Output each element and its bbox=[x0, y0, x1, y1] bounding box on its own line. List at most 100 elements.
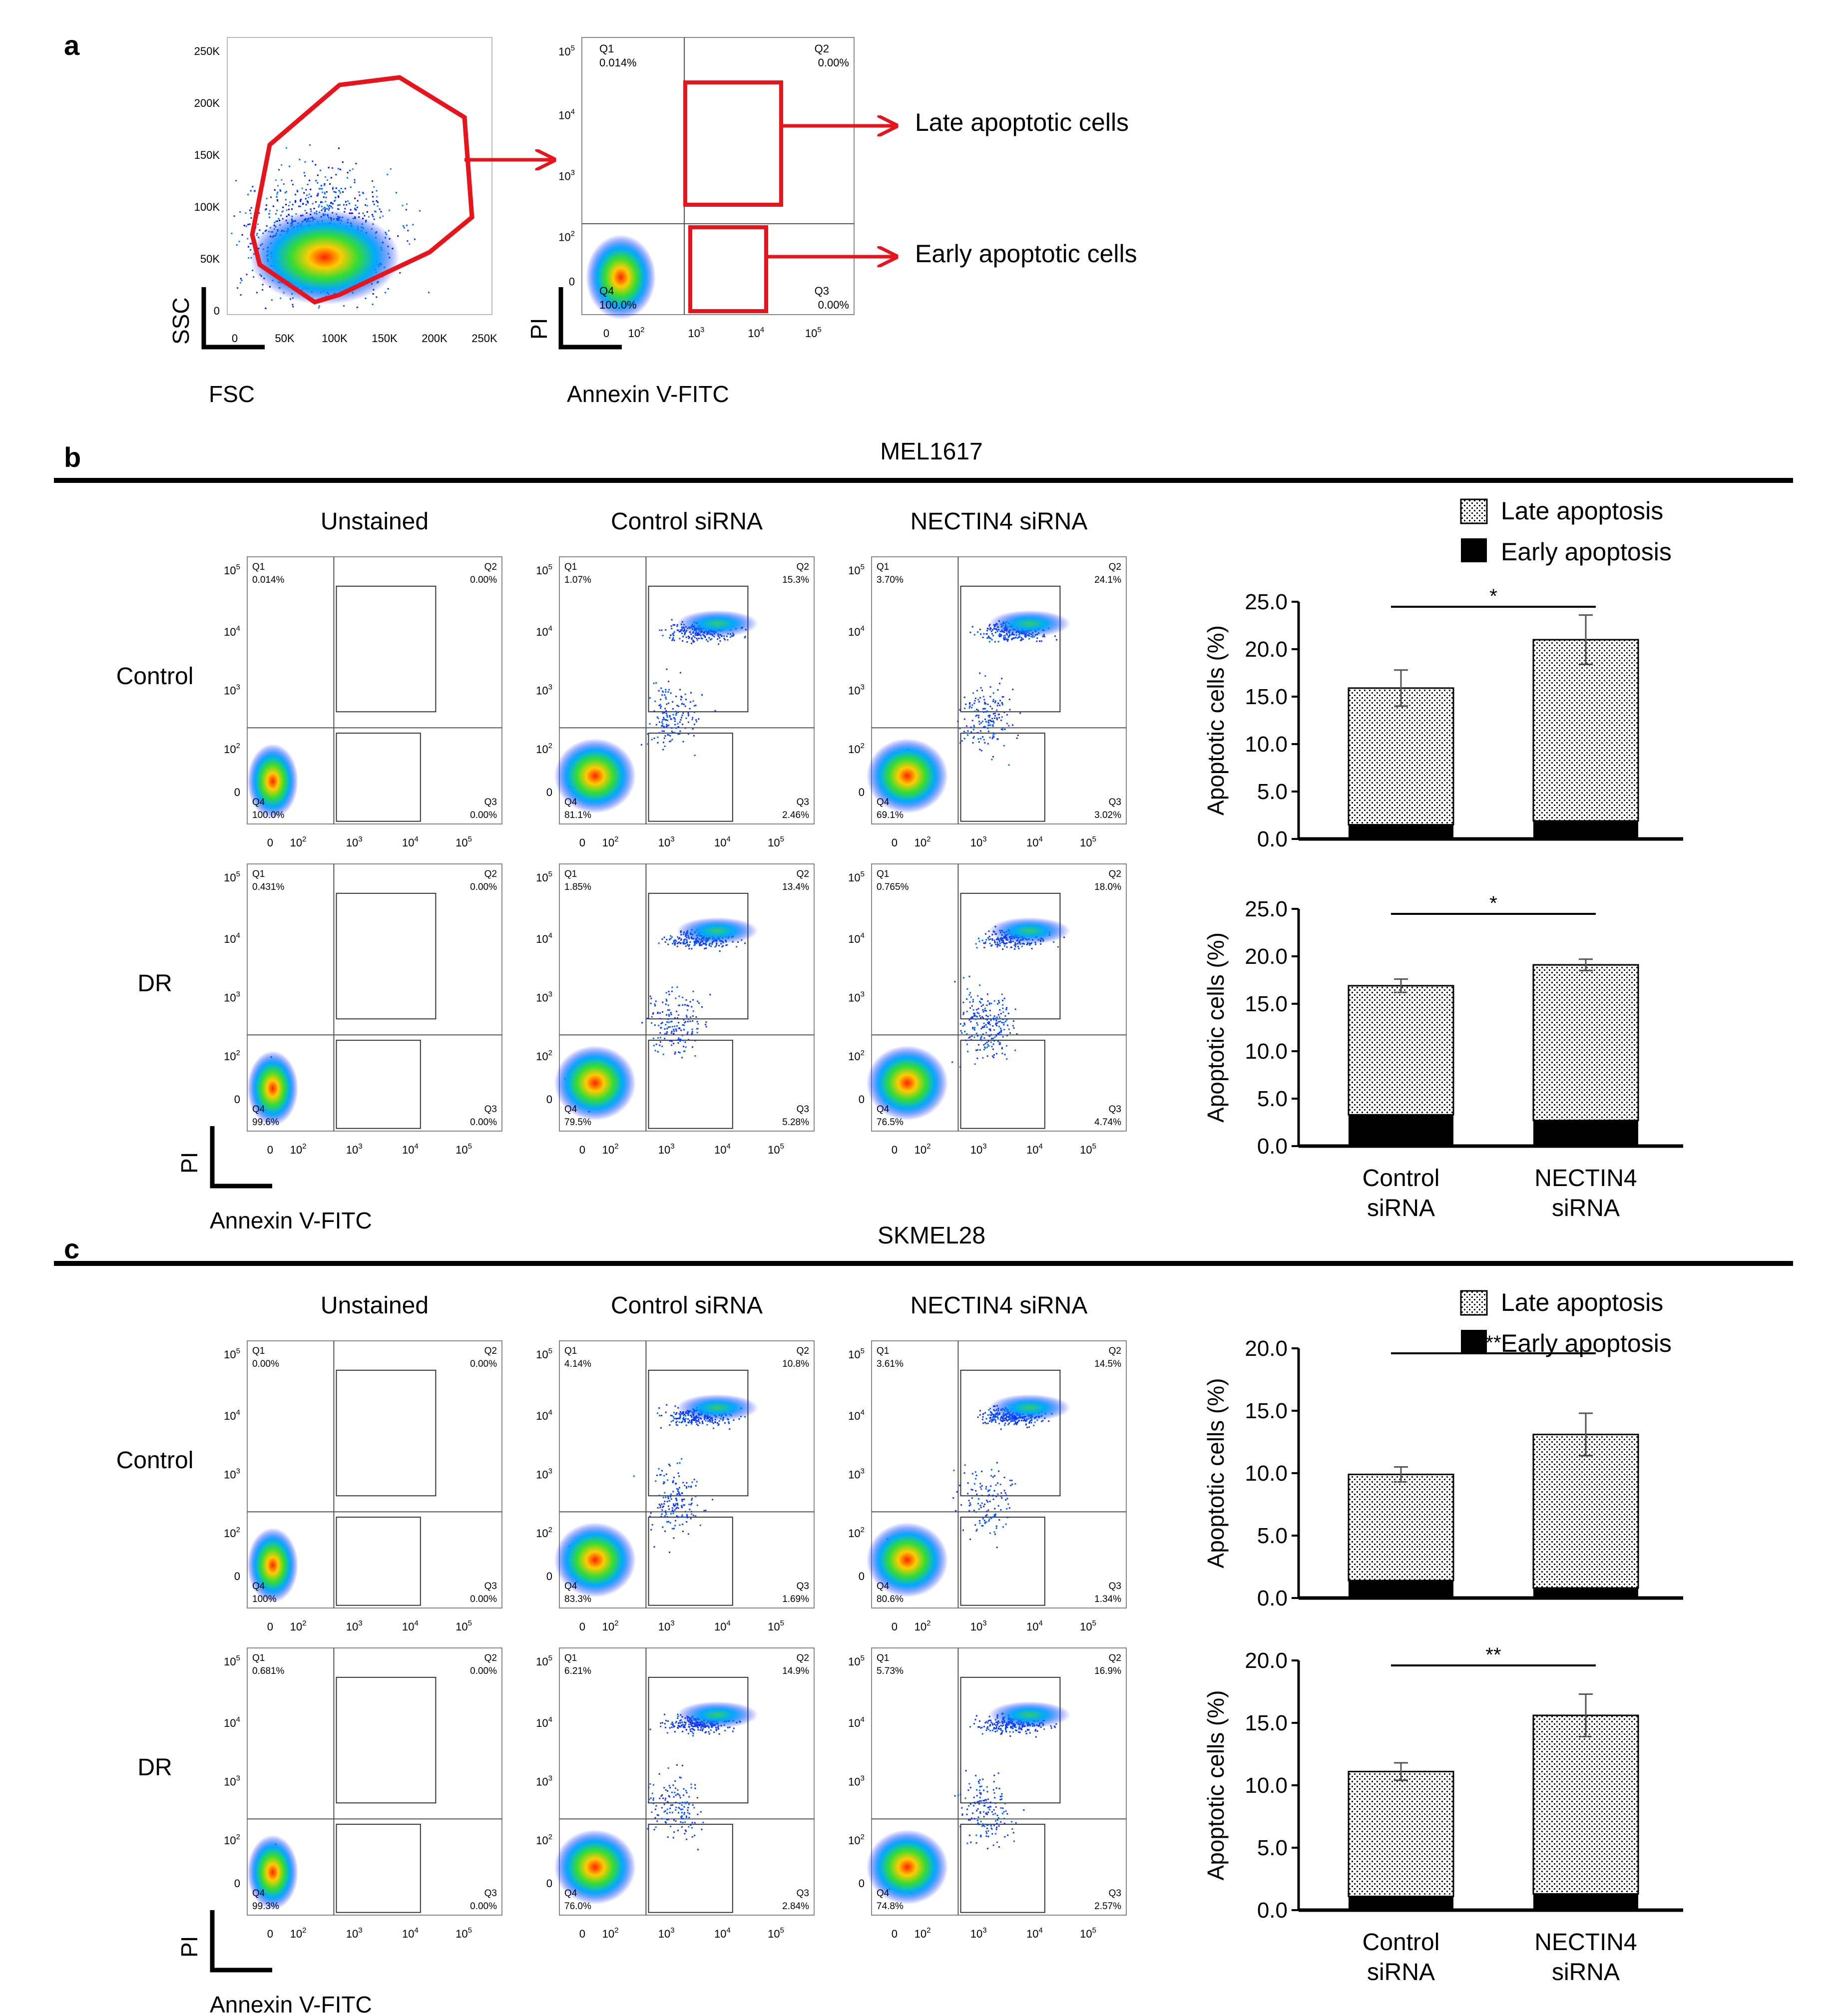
event-dot bbox=[274, 189, 276, 191]
fsc-tick: 0 bbox=[232, 332, 238, 345]
event-dot bbox=[318, 188, 320, 190]
event-dot bbox=[256, 292, 258, 294]
event-dot bbox=[285, 199, 287, 201]
bar-late-apoptosis bbox=[1348, 1771, 1454, 1897]
q1-value: 0.014% bbox=[252, 575, 285, 585]
event-dot bbox=[254, 190, 255, 192]
y-tick-label: 5.0 bbox=[1257, 780, 1288, 804]
event-dot bbox=[318, 206, 320, 208]
q2-gate bbox=[648, 1676, 749, 1804]
q3-gate bbox=[960, 1040, 1045, 1129]
q3-label: Q3 bbox=[797, 1581, 809, 1592]
pi-tick: 104 bbox=[224, 931, 240, 945]
q4-value: 76.5% bbox=[877, 1117, 904, 1128]
event-dot bbox=[372, 196, 374, 198]
annexin-tick: 0 bbox=[579, 836, 585, 849]
pi-tick: 105 bbox=[558, 44, 575, 58]
y-tick-label: 0.0 bbox=[1257, 1898, 1288, 1923]
annexin-tick: 105 bbox=[456, 1142, 472, 1156]
q1-label: Q1 bbox=[252, 1653, 265, 1663]
panel-c-label: c bbox=[64, 1233, 79, 1264]
flow-plot: Q1 0.681% Q2 0.00% Q3 0.00% Q4 99.3% 0 102 103 104 1… bbox=[224, 1647, 502, 1940]
annexin-tick: 103 bbox=[970, 1926, 987, 1940]
ssc-tick: 200K bbox=[194, 97, 220, 109]
event-dot bbox=[364, 215, 366, 217]
q2-value: 15.3% bbox=[782, 575, 809, 585]
category-label: NECTIN4 bbox=[1534, 1165, 1637, 1192]
event-dot bbox=[358, 212, 360, 214]
event-dot bbox=[243, 225, 245, 227]
bar-late-apoptosis bbox=[1348, 1474, 1454, 1582]
flow-plot: Q1 0.014% Q2 0.00% Q3 0.00% Q4 100.0% 0 102 103 104… bbox=[224, 556, 502, 849]
event-dot bbox=[292, 306, 294, 308]
q2-value: 16.9% bbox=[1094, 1666, 1121, 1676]
y-tick-label: 10.0 bbox=[1245, 1461, 1288, 1486]
q3-label: Q3 bbox=[1109, 1888, 1121, 1899]
pi-tick: 104 bbox=[224, 1408, 240, 1422]
q4-value: 83.3% bbox=[564, 1594, 591, 1605]
pi-tick: 102 bbox=[848, 742, 865, 756]
event-dot bbox=[276, 209, 278, 211]
event-dot bbox=[310, 195, 312, 197]
annexin-tick: 103 bbox=[688, 326, 704, 340]
event-dot bbox=[343, 305, 345, 307]
q2-label: Q2 bbox=[815, 42, 829, 55]
cell-density-cluster bbox=[554, 1522, 636, 1598]
event-dot bbox=[276, 199, 278, 201]
event-dot bbox=[325, 201, 327, 203]
q2-gate bbox=[336, 892, 437, 1020]
annexin-tick: 105 bbox=[768, 835, 784, 849]
q3-value: 2.46% bbox=[782, 810, 809, 820]
event-dot bbox=[334, 191, 336, 193]
annexin-tick: 102 bbox=[915, 1142, 931, 1156]
pi-tick: 105 bbox=[536, 563, 552, 577]
event-dot bbox=[269, 210, 271, 212]
pi-tick: 102 bbox=[536, 1049, 552, 1063]
event-dot bbox=[280, 297, 282, 299]
axis-bracket bbox=[210, 1126, 272, 1189]
q4-label: Q4 bbox=[564, 797, 577, 807]
q4-label: Q4 bbox=[877, 1888, 890, 1899]
event-dot bbox=[362, 191, 364, 193]
event-dot bbox=[339, 204, 341, 206]
event-dot bbox=[262, 284, 264, 286]
q1-value: 0.00% bbox=[252, 1359, 279, 1369]
pi-tick: 103 bbox=[536, 1774, 552, 1788]
bar-late-apoptosis bbox=[1532, 1714, 1639, 1895]
event-dot bbox=[309, 144, 311, 146]
event-dot bbox=[251, 243, 253, 245]
annexin-tick: 104 bbox=[402, 1619, 419, 1633]
annexin-tick: 102 bbox=[290, 835, 307, 849]
annexin-tick: 105 bbox=[1080, 835, 1096, 849]
row-label: Control bbox=[116, 1447, 194, 1474]
event-dot bbox=[335, 187, 337, 189]
annexin-tick: 103 bbox=[970, 835, 987, 849]
q2-gate bbox=[960, 1369, 1061, 1497]
event-dot bbox=[317, 194, 319, 196]
event-dot bbox=[281, 164, 283, 166]
annexin-tick: 104 bbox=[1026, 835, 1043, 849]
y-axis-label: Apoptotic cells (%) bbox=[1203, 1378, 1229, 1569]
pi-tick: 103 bbox=[848, 1467, 865, 1481]
q3-gate bbox=[648, 733, 733, 822]
event-dot bbox=[289, 165, 291, 167]
event-dot bbox=[275, 179, 277, 181]
event-dot bbox=[354, 181, 356, 183]
event-dot bbox=[249, 249, 251, 251]
event-dot bbox=[320, 188, 322, 190]
event-dot bbox=[379, 217, 381, 219]
pi-tick: 105 bbox=[848, 1347, 865, 1361]
event-dot bbox=[326, 191, 328, 193]
event-dot bbox=[252, 269, 254, 271]
late-apoptotic-cluster bbox=[988, 1394, 1070, 1421]
pi-tick: 103 bbox=[848, 1774, 865, 1788]
annexin-tick: 104 bbox=[714, 835, 731, 849]
q3-label: Q3 bbox=[797, 797, 809, 807]
event-dot bbox=[368, 216, 370, 218]
q2-value: 0.00% bbox=[470, 1359, 497, 1369]
event-dot bbox=[278, 169, 280, 171]
q3-value: 0.00% bbox=[470, 810, 497, 820]
q4-label: Q4 bbox=[564, 1888, 577, 1899]
pi-tick: 105 bbox=[224, 870, 240, 884]
